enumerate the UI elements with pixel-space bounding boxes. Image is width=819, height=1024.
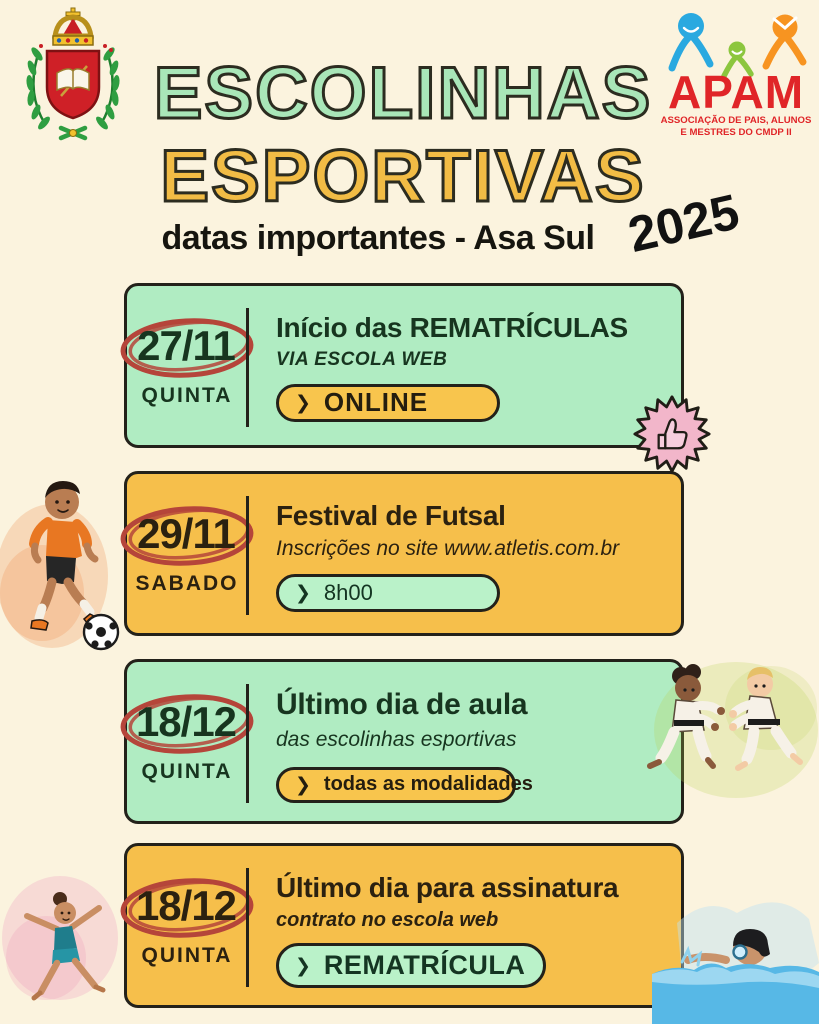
date-divider (246, 496, 249, 615)
event-date: 18/12 (135, 882, 237, 929)
ribbon-knot (58, 125, 88, 141)
event-button-label: todas as modalidades (323, 773, 533, 796)
event-title: Festival de Futsal (276, 500, 506, 531)
poster-title-line2: ESPORTIVAS (159, 136, 646, 217)
event-date: 27/11 (137, 322, 236, 369)
wreath-leaves-left (26, 47, 50, 130)
swimmer-illustration (652, 902, 819, 1024)
chevron-icon: ❯ (295, 773, 311, 796)
event-day: QUINTA (141, 760, 233, 783)
event-card-festival-futsal: 29/11 SABADO Festival de Futsal Inscriçõ… (120, 471, 684, 636)
date-divider (246, 308, 249, 427)
event-button-online[interactable]: ❯ ONLINE (276, 383, 500, 422)
thumbs-up-icon (657, 418, 688, 450)
event-button-rematricula[interactable]: ❯ REMATRÍCULA (276, 943, 546, 989)
event-subtitle: VIA ESCOLA WEB (276, 349, 448, 371)
event-day: SABADO (135, 572, 239, 595)
apam-figures (668, 13, 807, 79)
school-crest-logo (26, 7, 120, 141)
event-day: QUINTA (141, 944, 233, 967)
poster-title: ESCOLINHAS ESPORTIVAS (118, 0, 688, 217)
chevron-icon: ❯ (295, 582, 311, 605)
date-divider (246, 684, 249, 803)
date-divider (246, 868, 249, 987)
event-date-block: 29/11 SABADO (120, 474, 254, 633)
judo-kid-right (729, 667, 803, 771)
event-button-label: 8h00 (323, 580, 373, 606)
event-title: Último dia de aula (276, 688, 528, 721)
judo-kid-left (647, 664, 725, 769)
event-title: Início das REMATRÍCULAS (276, 312, 628, 343)
poster-title-line1: ESCOLINHAS (152, 53, 653, 134)
chevron-icon: ❯ (295, 954, 311, 977)
figure-head-green (728, 41, 746, 59)
event-title: Último dia para assinatura (276, 872, 619, 903)
apam-tagline-line2: E MESTRES DO CMDP II (680, 127, 792, 138)
goggles-icon (732, 944, 748, 960)
gymnast-illustration (2, 876, 118, 1001)
soccer-ball-icon (82, 613, 120, 651)
event-button-modalidades[interactable]: ❯ todas as modalidades (276, 766, 533, 803)
event-button-8h00[interactable]: ❯ 8h00 (276, 574, 500, 613)
splash-icon (680, 945, 703, 967)
event-subtitle: Inscrições no site www.atletis.com.br (276, 537, 620, 561)
wreath-berries (39, 44, 113, 52)
event-day: QUINTA (141, 384, 233, 407)
judo-kids-illustration (647, 662, 818, 798)
event-date-block: 27/11 QUINTA (120, 286, 254, 445)
event-date-block: 18/12 QUINTA (120, 846, 254, 1005)
event-subtitle: das escolinhas esportivas (276, 727, 517, 751)
crown-icon (52, 7, 94, 46)
event-card-assinatura-contrato: 18/12 QUINTA Último dia para assinatura … (120, 843, 684, 1008)
event-subtitle: contrato no escola web (276, 909, 499, 932)
event-card-rematriculas: 27/11 QUINTA Início das REMATRÍCULAS VIA… (120, 283, 684, 448)
apam-tagline-line1: ASSOCIAÇÃO DE PAIS, ALUNOS (661, 115, 812, 126)
chevron-icon: ❯ (295, 391, 311, 414)
soccer-player-illustration (0, 481, 120, 651)
figure-head-blue (678, 13, 704, 39)
poster-subtitle: datas importantes - Asa Sul (161, 219, 595, 257)
apam-logo: APAM ASSOCIAÇÃO DE PAIS, ALUNOS E MESTRE… (661, 13, 812, 138)
event-date-block: 18/12 QUINTA (120, 662, 254, 821)
shield-icon (45, 49, 101, 120)
event-date: 29/11 (137, 510, 236, 557)
event-card-ultimo-dia-aula: 18/12 QUINTA Último dia de aula das esco… (120, 659, 684, 824)
event-date: 18/12 (135, 698, 237, 745)
apam-acronym: APAM (668, 66, 804, 118)
event-button-label: ONLINE (323, 387, 429, 418)
thumbs-up-sticker (633, 395, 711, 473)
event-button-label: REMATRÍCULA (323, 950, 526, 981)
